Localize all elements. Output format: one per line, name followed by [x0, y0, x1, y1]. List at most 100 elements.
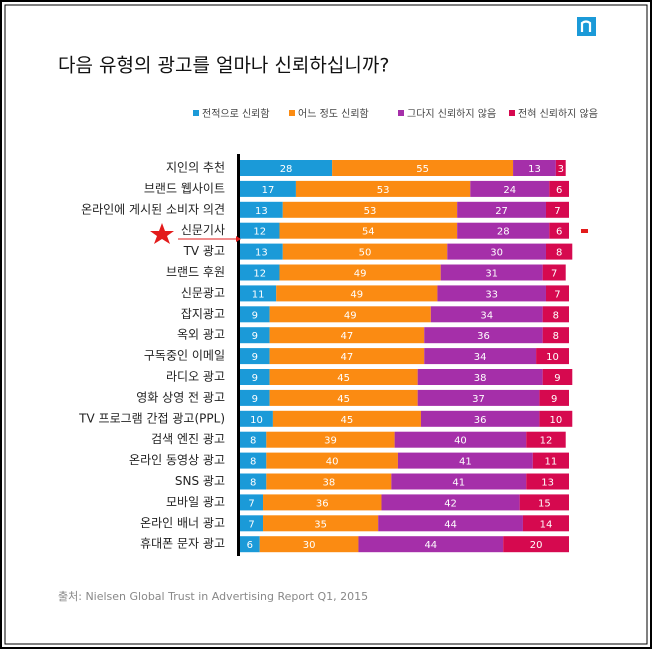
- data-label: 12: [253, 227, 266, 238]
- data-label: 50: [359, 248, 372, 259]
- data-label: 8: [250, 436, 256, 447]
- bar-segment: [424, 327, 543, 344]
- data-label: 34: [474, 352, 487, 363]
- data-label: 24: [503, 185, 516, 196]
- data-label: 13: [255, 206, 268, 217]
- y-tick-label: 휴대폰 문자 광고: [140, 537, 225, 551]
- bar-segment: [240, 201, 283, 218]
- bar-segment: [457, 222, 550, 239]
- data-label: 8: [250, 457, 256, 468]
- bar-segment: [420, 410, 540, 427]
- y-tick-label: 옥외 광고: [177, 328, 225, 342]
- data-label: 9: [252, 373, 258, 384]
- data-label: 44: [444, 519, 457, 530]
- bar-segment: [269, 389, 418, 406]
- legend-label: 전혀 신뢰하지 않음: [518, 107, 598, 120]
- data-label: 11: [545, 457, 558, 468]
- data-label: 8: [556, 248, 562, 259]
- data-label: 41: [452, 478, 465, 489]
- data-label: 7: [554, 289, 560, 300]
- data-label: 55: [416, 164, 429, 175]
- data-label: 8: [553, 310, 559, 321]
- data-label: 12: [253, 269, 266, 280]
- data-label: 9: [252, 394, 258, 405]
- data-label: 42: [444, 498, 457, 509]
- data-label: 40: [454, 436, 467, 447]
- bar-segment: [240, 180, 296, 197]
- data-label: 11: [252, 289, 265, 300]
- data-label: 13: [528, 164, 541, 175]
- data-label: 47: [341, 331, 354, 342]
- data-label: 9: [252, 331, 258, 342]
- data-label: 36: [477, 331, 490, 342]
- legend-swatch: [289, 110, 295, 116]
- bar-segment: [263, 494, 382, 511]
- bar-segment: [240, 222, 280, 239]
- data-label: 9: [252, 352, 258, 363]
- data-label: 53: [364, 206, 377, 217]
- bar-segment: [240, 536, 260, 553]
- logo-letter: [580, 20, 592, 32]
- bar-segment: [545, 201, 569, 218]
- bar-segment: [503, 536, 569, 553]
- data-label: 17: [262, 185, 275, 196]
- y-tick-label: 모바일 광고: [166, 495, 225, 509]
- source: 출처: Nielsen Global Trust in Advertising …: [58, 590, 368, 603]
- data-label: 45: [341, 415, 354, 426]
- data-label: 10: [546, 352, 559, 363]
- bar-segment: [513, 160, 556, 176]
- bar-segment: [397, 452, 533, 469]
- data-label: 53: [377, 185, 390, 196]
- data-label: 6: [556, 227, 562, 238]
- y-tick-label: 브랜드 후원: [166, 265, 225, 279]
- star: [150, 223, 174, 244]
- bar-segment: [391, 473, 527, 490]
- bar-segment: [332, 160, 514, 176]
- bar-segment: [240, 389, 270, 406]
- bar-segment: [272, 410, 421, 427]
- data-label: 9: [554, 373, 560, 384]
- bar-segment: [295, 180, 471, 197]
- bar-segment: [539, 389, 569, 406]
- data-label: 39: [324, 436, 337, 447]
- bar-segment: [282, 243, 448, 260]
- data-label: 6: [247, 540, 253, 551]
- bar-segment: [240, 431, 267, 448]
- bar-segment: [276, 285, 438, 302]
- data-label: 13: [255, 248, 268, 259]
- y-tick-label: 잡지광고: [181, 307, 225, 321]
- bar-segment: [358, 536, 504, 553]
- bar-segment: [430, 306, 543, 323]
- data-label: 28: [497, 227, 510, 238]
- bar-segment: [240, 306, 270, 323]
- legend-swatch: [509, 110, 515, 116]
- data-label: 27: [495, 206, 508, 217]
- bar-segment: [266, 452, 398, 469]
- data-label: 28: [280, 164, 293, 175]
- data-label: 35: [314, 519, 327, 530]
- bar-segment: [378, 515, 523, 532]
- bar-segment: [381, 494, 520, 511]
- data-label: 36: [316, 498, 329, 509]
- bar-segment: [240, 515, 264, 532]
- data-label: 7: [248, 519, 254, 530]
- bar-segment: [417, 389, 540, 406]
- bar-segment: [269, 327, 425, 344]
- y-tick-label: 온라인 동영상 광고: [129, 453, 225, 467]
- bar-segment: [470, 180, 550, 197]
- bar-segment: [522, 515, 569, 532]
- data-label: 8: [250, 478, 256, 489]
- y-tick-label: 신문광고: [181, 286, 225, 300]
- bar-segment: [240, 243, 283, 260]
- y-tick-label: 라디오 광고: [166, 370, 225, 384]
- y-tick-label: 영화 상영 전 광고: [136, 390, 225, 404]
- data-label: 44: [424, 540, 437, 551]
- bar-segment: [542, 264, 566, 281]
- bar-segment: [279, 222, 458, 239]
- legend-label: 그다지 신뢰하지 않음: [407, 107, 496, 120]
- bar-segment: [440, 264, 543, 281]
- bar-segment: [526, 473, 569, 490]
- bar-segment: [240, 369, 270, 385]
- bar-segment: [532, 452, 569, 469]
